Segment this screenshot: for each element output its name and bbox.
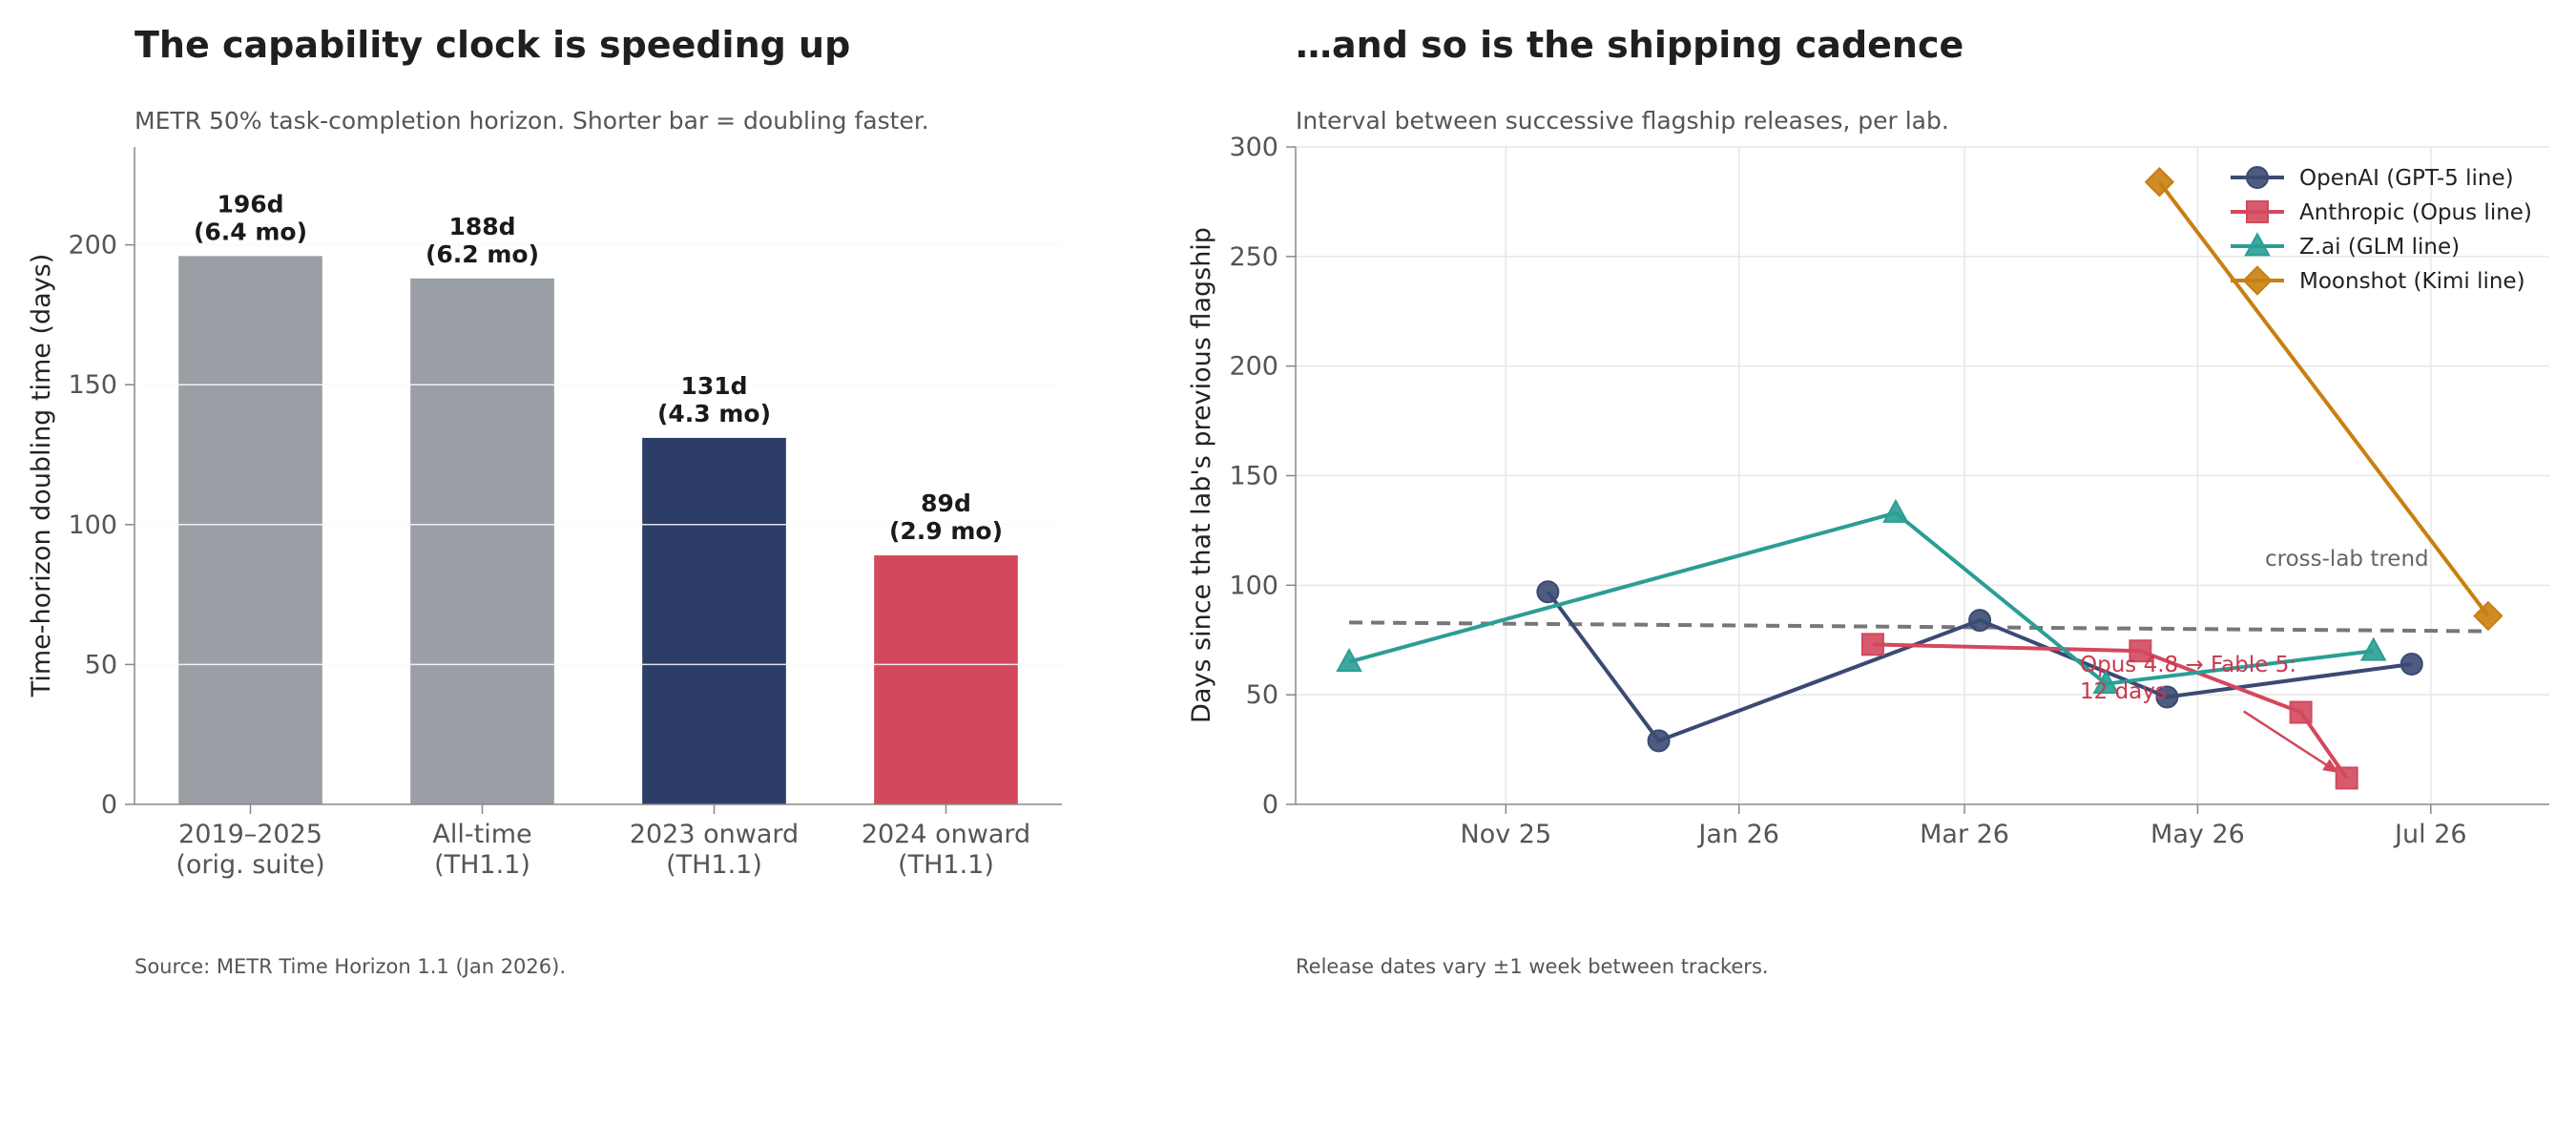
bar-value-label: 188d [448,213,515,240]
series-square [1860,633,2358,790]
bar-value-label: 196d [217,190,283,218]
bar-value-label-months: (4.3 mo) [657,400,771,427]
bar-value-label-months: (2.9 mo) [889,517,1003,545]
legend-label: Anthropic (Opus line) [2299,200,2532,225]
legend-entry: Anthropic (Opus line) [2231,200,2532,225]
data-point [1647,729,1671,753]
legend-marker [2242,265,2273,296]
legend-marker [2246,200,2269,223]
legend-label: Moonshot (Kimi line) [2299,269,2525,294]
cross-lab-trend-label: cross-lab trend [2265,547,2429,572]
legend-label: OpenAI (GPT-5 line) [2299,166,2514,191]
line-y-tick-label: 0 [1262,790,1278,820]
bar-chart-bars [178,256,1018,804]
bar-value-label: 89d [921,489,971,517]
line-x-tick-label: Mar 26 [1920,820,2009,849]
bar-chart-footnote: Source: METR Time Horizon 1.1 (Jan 2026)… [135,955,566,978]
line-y-tick-label: 100 [1229,571,1278,600]
data-point [2092,669,2120,695]
line-chart-x-ticks: Nov 25 Jan 26 Mar 26 May 26 Jul 26 [1461,804,2467,849]
legend-marker [2246,166,2269,189]
line-x-tick-label: May 26 [2150,820,2245,849]
bar-x-tick-label: 2023 onward [630,820,799,849]
bar-value-label: 131d [680,372,747,400]
bar-chart-panel: The capability clock is speeding up METR… [27,24,1062,978]
data-point [1860,633,1884,656]
bar-chart-subtitle: METR 50% task-completion horizon. Shorte… [135,107,929,135]
line-y-tick-label: 250 [1229,242,1278,272]
bar-x-tick-label-sub: (TH1.1) [898,850,994,880]
annotation-text-line1: Opus 4.8 → Fable 5: [2080,653,2296,677]
bar [642,437,786,804]
annotation-text-line2: 12 days [2080,679,2167,704]
series-line [2157,180,2490,617]
bar-x-tick-label: All-time [432,820,531,849]
bar-chart-x-ticks: 2019–2025(orig. suite)All-time(TH1.1)202… [176,804,1030,880]
data-point [1336,647,1362,673]
data-point [2335,766,2358,790]
bar-y-tick-label: 50 [85,650,117,679]
line-chart-y-ticks: 0 50 100 150 200 250 300 [1229,133,1296,820]
bar [178,256,322,804]
bar-chart-title: The capability clock is speeding up [135,24,850,66]
data-point [2289,700,2313,724]
bar-chart-value-labels: 196d(6.4 mo) 188d(6.2 mo) 131d(4.3 mo) 89d(… [194,190,1003,545]
line-chart-subtitle: Interval between successive flagship rel… [1296,107,1949,135]
data-point [2399,653,2423,677]
line-x-tick-label: Jan 26 [1696,820,1779,849]
bar [410,278,554,804]
bar-y-tick-label: 100 [68,510,117,540]
bar-x-tick-label-sub: (orig. suite) [176,850,324,880]
line-chart-title: …and so is the shipping cadence [1296,24,1963,66]
bar-chart-y-axis-label: Time-horizon doubling time (days) [27,254,56,698]
line-y-tick-label: 150 [1229,462,1278,491]
bar-x-tick-label-sub: (TH1.1) [666,850,762,880]
data-point [1968,609,1992,633]
line-x-tick-label: Jul 26 [2393,820,2467,849]
bar-x-tick-label: 2024 onward [862,820,1030,849]
data-point [1882,498,1909,523]
legend-marker [2244,232,2271,257]
line-y-tick-label: 200 [1229,352,1278,382]
bar-y-tick-label: 0 [101,790,117,820]
data-point [1536,580,1560,604]
series-line [1872,642,2349,780]
bar-chart-y-ticks: 0 50 100 150 200 [68,231,135,820]
line-x-tick-label: Nov 25 [1461,820,1552,849]
line-chart-gridlines [1296,146,2549,804]
legend-entry: Moonshot (Kimi line) [2231,265,2525,296]
series-triangle [1336,498,2387,695]
series-line [1348,510,2374,686]
annotation-arrow-head [2322,759,2339,774]
series-circle [1536,580,2423,753]
legend-entry: OpenAI (GPT-5 line) [2231,166,2514,191]
line-chart-footnote: Release dates vary ±1 week between track… [1296,955,1769,978]
bar-y-tick-label: 150 [68,370,117,400]
data-point [2473,600,2503,632]
line-y-tick-label: 300 [1229,133,1278,162]
bar-y-tick-label: 200 [68,231,117,260]
line-y-tick-label: 50 [1246,680,1278,710]
line-chart-legend: OpenAI (GPT-5 line) Anthropic (Opus line)… [2231,166,2532,296]
data-point [2155,685,2179,709]
data-point [2144,167,2175,198]
line-chart-panel: …and so is the shipping cadence Interval… [1187,24,2549,978]
data-point [2359,636,2387,661]
legend-label: Z.ai (GLM line) [2299,235,2460,260]
bar-x-tick-label: 2019–2025 [178,820,322,849]
legend-entry: Z.ai (GLM line) [2231,232,2460,260]
bar-value-label-months: (6.4 mo) [194,218,307,245]
bar-value-label-months: (6.2 mo) [426,240,539,268]
opus-fable-annotation: Opus 4.8 → Fable 5: 12 days [2080,653,2339,774]
annotation-arrow [2242,710,2334,770]
bar [874,555,1018,804]
cross-lab-trend-line [1349,620,2488,634]
line-chart-y-axis-label: Days since that lab's previous flagship [1187,227,1216,723]
line-chart-series [1336,167,2503,790]
bar-chart-overlay-gridlines [135,243,1062,666]
bar-x-tick-label-sub: (TH1.1) [434,850,530,880]
series-diamond [2144,167,2503,632]
data-point [2129,639,2152,663]
